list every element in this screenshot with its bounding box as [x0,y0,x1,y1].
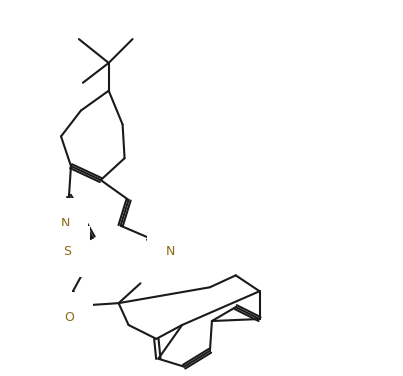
Text: O: O [64,311,74,323]
Text: S: S [63,245,71,258]
Text: N: N [60,217,70,230]
Text: N: N [166,245,175,258]
